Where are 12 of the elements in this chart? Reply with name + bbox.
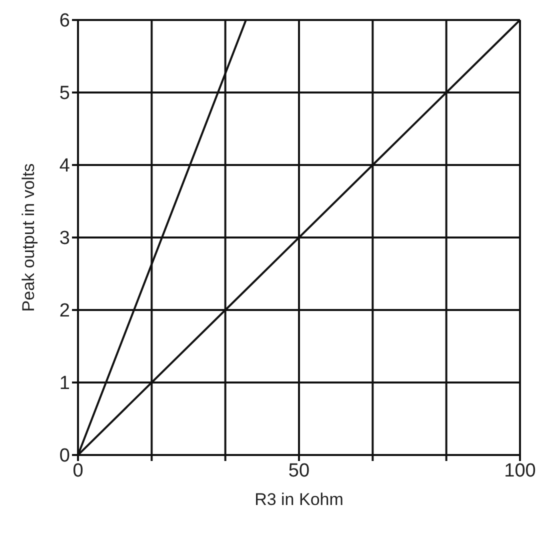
y-tick-label: 2 (59, 300, 70, 322)
x-tick-label: 100 (504, 460, 536, 482)
x-axis-title: R3 in Kohm (254, 490, 344, 509)
y-tick-label: 3 (59, 228, 70, 250)
y-tick-label: 1 (59, 373, 70, 394)
y-axis-title: Peak output in volts (19, 163, 38, 312)
y-tick-label: 0 (59, 446, 70, 467)
x-tick-label: 50 (288, 460, 310, 482)
y-tick-label: 5 (59, 83, 70, 104)
x-tick-label: 0 (72, 460, 84, 482)
y-tick-label: 4 (59, 156, 70, 177)
y-tick-label: 6 (59, 10, 70, 32)
